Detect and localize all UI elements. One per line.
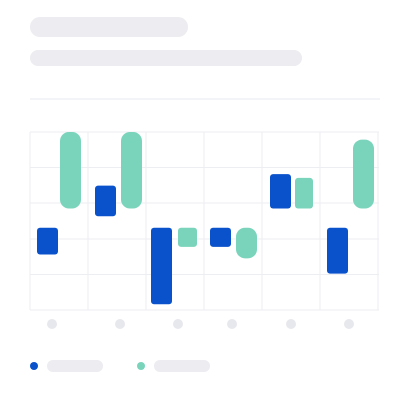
- legend-item-series-a: [30, 356, 103, 376]
- bar-series-2-category-6: [353, 140, 374, 209]
- legend-item-series-b: [137, 356, 210, 376]
- bar-series-2-category-2: [121, 132, 142, 209]
- x-tick-placeholder-4: [227, 319, 237, 329]
- bar-series-1-category-1: [37, 228, 58, 255]
- bar-series-1-category-3: [151, 228, 172, 305]
- x-tick-placeholder-6: [344, 319, 354, 329]
- x-tick-placeholder-2: [115, 319, 125, 329]
- legend-label-placeholder-series-a: [47, 360, 103, 372]
- x-tick-placeholder-3: [173, 319, 183, 329]
- bar-series-2-category-4: [236, 228, 257, 259]
- x-tick-placeholder-5: [286, 319, 296, 329]
- bar-series-1-category-5: [270, 174, 291, 208]
- bar-series-1-category-6: [327, 228, 348, 274]
- x-axis-tick-placeholders: [47, 319, 354, 329]
- x-tick-placeholder-1: [47, 319, 57, 329]
- legend-dot-series-b: [137, 362, 145, 370]
- legend-label-placeholder-series-b: [154, 360, 210, 372]
- bar-series-1-category-4: [210, 228, 231, 247]
- bar-series-2-category-5: [295, 178, 313, 209]
- bar-series-2-category-1: [60, 132, 81, 209]
- legend-dot-series-a: [30, 362, 38, 370]
- grid-lines: [30, 132, 379, 310]
- bar-series-2-category-3: [178, 228, 197, 247]
- bar-series-1-category-2: [95, 186, 116, 217]
